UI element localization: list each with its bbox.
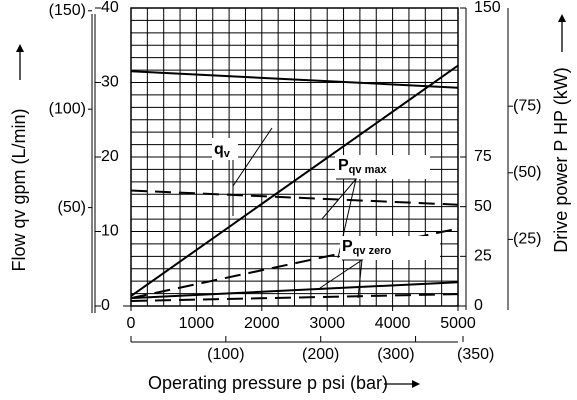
annotation-qv-label: qv [214, 141, 231, 160]
bottom-axis-tick-label: 1000 [179, 315, 215, 332]
annotation-qv-bg [212, 138, 238, 160]
right-axis-secondary-label: (75) [513, 97, 541, 114]
bottom-axis-secondary-label: (300) [377, 346, 414, 363]
annotation-pqvmax-bg [335, 155, 430, 179]
right-axis-secondary-label: (50) [513, 164, 541, 181]
bottom-axis-tick-label: 4000 [375, 315, 411, 332]
annotation-pqvzero-leader [357, 259, 363, 299]
series-line-pqv-zero-dashed [130, 293, 459, 302]
left-axis-tick-label: 30 [101, 74, 119, 91]
annotation-pqvzero-leader [319, 259, 364, 289]
series-line-qv-solid [130, 70, 459, 89]
bottom-axis-title: Operating pressure p psi (bar) [148, 373, 388, 393]
right-axis-tick-label: 25 [474, 248, 492, 265]
left-axis-secondary-label: (50) [58, 199, 86, 216]
left-axis-title: Flow qv gpm (L/min) [9, 108, 29, 271]
bottom-axis-secondary-label: (100) [207, 346, 244, 363]
right-axis-title: Drive power P HP (kW) [551, 67, 571, 252]
annotation-pqvzero-bg [340, 236, 440, 260]
bottom-axis-secondary-label: (350) [457, 346, 494, 363]
left-axis-secondary-label: (100) [49, 100, 86, 117]
left-axis-tick-label: 20 [101, 148, 119, 165]
left-axis-secondary-label: (150) [49, 2, 86, 19]
series-line-pqv-max-solid [130, 64, 459, 297]
series-line-pqv-zero-solid [130, 281, 459, 300]
left-axis-tick-label: 40 [101, 0, 119, 16]
bottom-axis-tick-label: 0 [127, 315, 136, 332]
right-axis-tick-label: 150 [474, 0, 501, 16]
bottom-axis-tick-label: 5000 [440, 315, 476, 332]
bottom-axis-tick-label: 3000 [309, 315, 345, 332]
bottom-axis-secondary-label: (200) [302, 346, 339, 363]
chart-annotations: qv Pqv max Pqv zero [212, 127, 440, 299]
bottom-axis-tick-label: 2000 [244, 315, 280, 332]
bottom-axis-arrow-head [412, 380, 420, 388]
right-axis-tick-label: 0 [474, 297, 483, 314]
series-line-qv-dashed [130, 189, 459, 206]
left-axis-tick-label: 0 [101, 297, 110, 314]
right-axis-secondary-label: (25) [513, 231, 541, 248]
left-axis-arrow-head [16, 44, 24, 52]
left-axis-tick-label: 10 [101, 223, 119, 240]
annotation-pqvmax-label: Pqv max [338, 157, 387, 176]
right-axis-tick-label: 75 [474, 148, 492, 165]
right-axis-arrow-head [558, 14, 566, 22]
annotation-pqvzero-label: Pqv zero [342, 238, 391, 257]
right-axis-tick-label: 50 [474, 198, 492, 215]
